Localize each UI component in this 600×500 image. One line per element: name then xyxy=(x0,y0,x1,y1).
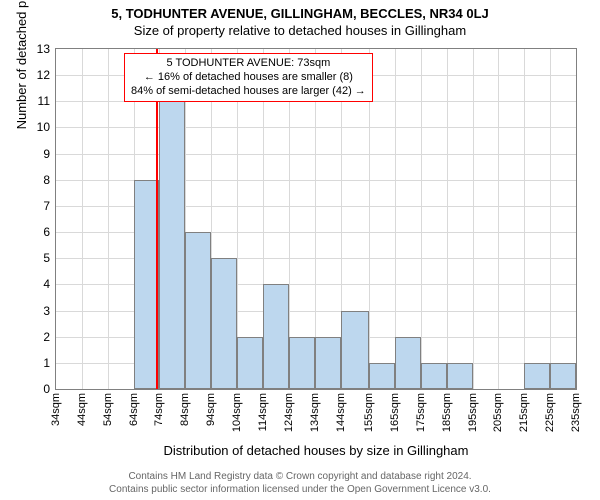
y-tick: 11 xyxy=(38,94,50,108)
histogram-bar xyxy=(159,101,185,389)
histogram-bar xyxy=(550,363,576,389)
x-tick: 54sqm xyxy=(102,393,114,426)
page-subtitle: Size of property relative to detached ho… xyxy=(0,21,600,38)
y-tick: 9 xyxy=(43,147,50,161)
histogram-bar xyxy=(447,363,473,389)
gridline-v xyxy=(421,49,422,389)
callout-line-3: 84% of semi-detached houses are larger (… xyxy=(131,85,366,99)
x-tick: 144sqm xyxy=(335,393,347,432)
x-tick: 134sqm xyxy=(309,393,321,432)
x-tick: 34sqm xyxy=(50,393,62,426)
y-tick: 13 xyxy=(37,42,50,56)
x-tick: 84sqm xyxy=(179,393,191,426)
page-title: 5, TODHUNTER AVENUE, GILLINGHAM, BECCLES… xyxy=(0,0,600,21)
gridline-v xyxy=(524,49,525,389)
x-tick: 225sqm xyxy=(544,393,556,432)
histogram-bar xyxy=(341,311,369,389)
footer-line-2: Contains public sector information licen… xyxy=(0,484,600,497)
histogram-bar xyxy=(315,337,341,389)
footer-line-1: Contains HM Land Registry data © Crown c… xyxy=(0,471,600,484)
gridline-v xyxy=(82,49,83,389)
callout-line-1: 5 TODHUNTER AVENUE: 73sqm xyxy=(131,57,366,71)
gridline-v xyxy=(108,49,109,389)
histogram-bar xyxy=(237,337,263,389)
y-tick: 8 xyxy=(43,173,50,187)
x-tick: 215sqm xyxy=(518,393,530,432)
y-axis-label: Number of detached properties xyxy=(14,0,29,129)
histogram-bar xyxy=(421,363,447,389)
x-tick: 165sqm xyxy=(389,393,401,432)
gridline-v xyxy=(550,49,551,389)
x-axis-label: Distribution of detached houses by size … xyxy=(56,443,576,458)
y-tick: 12 xyxy=(37,68,50,82)
x-tick: 74sqm xyxy=(153,393,165,426)
histogram-bar xyxy=(185,232,211,389)
x-tick: 175sqm xyxy=(415,393,427,432)
callout-line-2: ← 16% of detached houses are smaller (8) xyxy=(131,71,366,85)
y-tick: 7 xyxy=(43,199,50,213)
callout-box: 5 TODHUNTER AVENUE: 73sqm← 16% of detach… xyxy=(124,53,373,102)
gridline-v xyxy=(473,49,474,389)
gridline-v xyxy=(498,49,499,389)
histogram-bar xyxy=(524,363,550,389)
histogram-bar xyxy=(395,337,421,389)
y-tick: 5 xyxy=(43,251,50,265)
y-tick: 0 xyxy=(43,382,50,396)
x-tick: 104sqm xyxy=(231,393,243,432)
x-tick: 44sqm xyxy=(76,393,88,426)
x-tick: 185sqm xyxy=(441,393,453,432)
x-tick: 195sqm xyxy=(467,393,479,432)
x-tick: 114sqm xyxy=(257,393,269,431)
x-tick: 155sqm xyxy=(363,393,375,432)
x-tick: 64sqm xyxy=(128,393,140,426)
histogram-bar xyxy=(369,363,395,389)
gridline-v xyxy=(447,49,448,389)
x-tick: 124sqm xyxy=(283,393,295,432)
y-tick: 4 xyxy=(43,277,50,291)
footer-attribution: Contains HM Land Registry data © Crown c… xyxy=(0,471,600,496)
histogram-bar xyxy=(211,258,237,389)
x-tick: 205sqm xyxy=(492,393,504,432)
y-tick: 6 xyxy=(43,225,50,239)
histogram-plot: Number of detached properties Distributi… xyxy=(55,48,577,390)
x-tick: 94sqm xyxy=(205,393,217,426)
y-tick: 3 xyxy=(43,304,50,318)
y-tick: 10 xyxy=(37,120,50,134)
histogram-bar xyxy=(263,284,289,389)
histogram-bar xyxy=(289,337,315,389)
y-tick: 2 xyxy=(43,330,50,344)
x-tick: 235sqm xyxy=(570,393,582,432)
y-tick: 1 xyxy=(43,356,50,370)
